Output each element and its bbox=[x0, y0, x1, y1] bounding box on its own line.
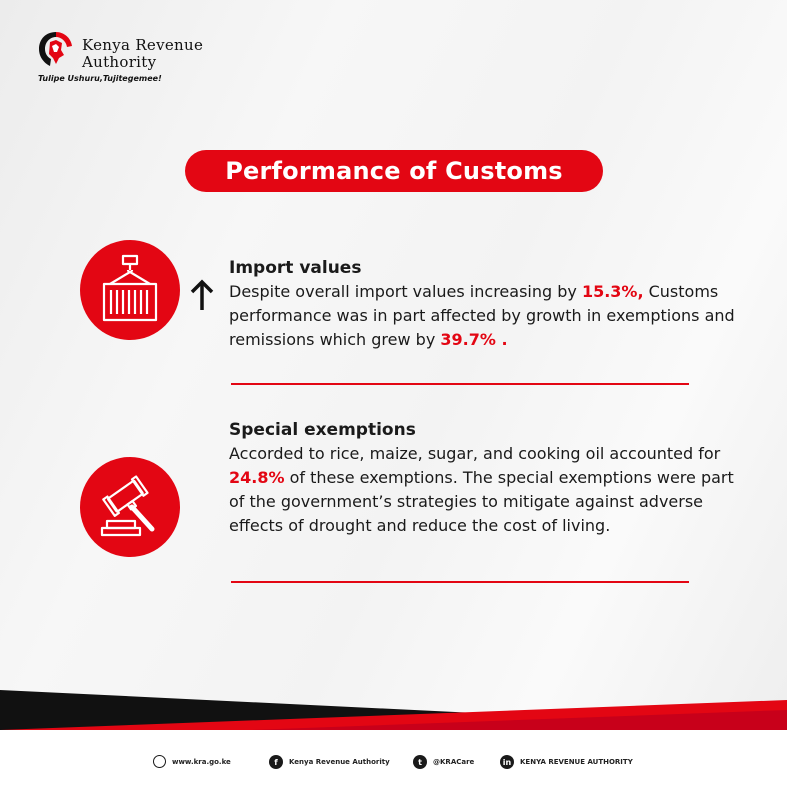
kra-logo: Kenya Revenue Authority Tulipe Ushuru,Tu… bbox=[34, 28, 214, 88]
facebook-icon: f bbox=[269, 755, 283, 769]
footer-linkedin[interactable]: in KENYA REVENUE AUTHORITY bbox=[500, 755, 633, 769]
globe-icon bbox=[153, 755, 166, 768]
arrow-up-icon bbox=[190, 279, 214, 310]
section-heading: Special exemptions bbox=[229, 420, 416, 440]
divider bbox=[231, 383, 689, 385]
import-growth-value: 15.3%, bbox=[581, 282, 644, 301]
decorative-bands bbox=[0, 690, 787, 730]
page-title: Performance of Customs bbox=[225, 157, 563, 185]
twitter-icon: t bbox=[413, 755, 427, 769]
section-body: Despite overall import values increasing… bbox=[229, 282, 735, 349]
brand-name-line1: Kenya Revenue bbox=[82, 36, 204, 54]
lion-head-icon bbox=[39, 32, 72, 66]
section-heading: Import values bbox=[229, 258, 362, 278]
page-title-banner: Performance of Customs bbox=[185, 150, 603, 192]
brand-name-line2: Authority bbox=[82, 53, 157, 71]
footer-twitter[interactable]: t @KRACare bbox=[413, 755, 474, 769]
special-exemptions-section: Special exemptions Accorded to rice, mai… bbox=[229, 420, 749, 538]
section-body: Accorded to rice, maize, sugar, and cook… bbox=[229, 444, 734, 535]
exemptions-growth-value: 39.7% . bbox=[440, 330, 508, 349]
import-values-section: Import values Despite overall import val… bbox=[229, 258, 749, 352]
exemptions-share-value: 24.8% bbox=[229, 468, 285, 487]
footer bbox=[0, 730, 787, 787]
footer-website[interactable]: www.kra.go.ke bbox=[153, 755, 231, 768]
gavel-icon bbox=[80, 457, 180, 557]
divider bbox=[231, 581, 689, 583]
brand-tagline: Tulipe Ushuru,Tujitegemee! bbox=[38, 74, 162, 83]
linkedin-icon: in bbox=[500, 755, 514, 769]
shipping-container-icon bbox=[80, 240, 180, 340]
footer-facebook[interactable]: f Kenya Revenue Authority bbox=[269, 755, 390, 769]
